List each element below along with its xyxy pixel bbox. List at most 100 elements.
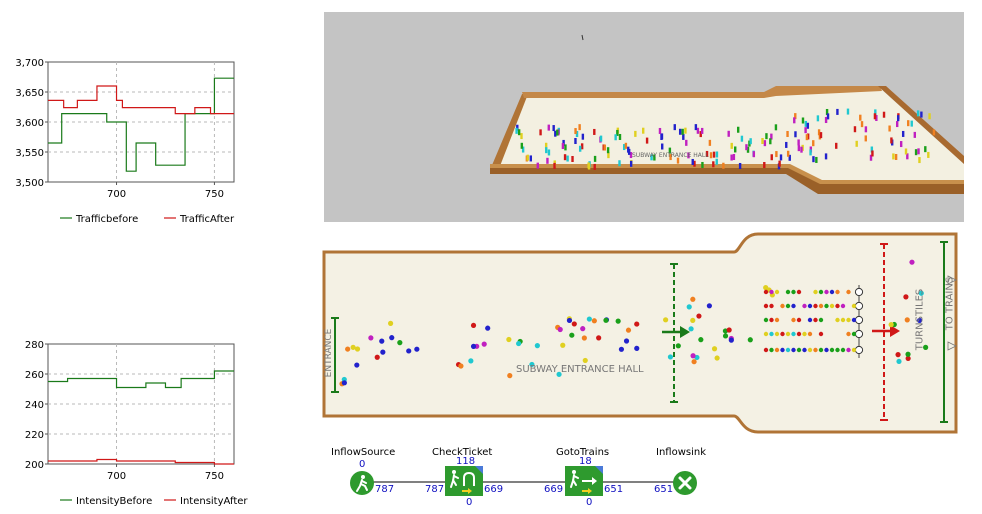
pedestrian-3d: [894, 153, 898, 160]
series-line-IntensityBefore: [48, 370, 234, 389]
y-tick-label: 240: [25, 400, 44, 411]
pedestrian-3d: [864, 135, 867, 142]
pedestrian: [706, 303, 712, 309]
pedestrian-3d: [699, 131, 702, 138]
pedestrian-3d: [896, 115, 900, 122]
pedestrian-3d: [709, 152, 713, 159]
block-inflowsink-name: Inflowsink: [656, 447, 706, 458]
pedestrian-3d: [660, 133, 663, 140]
turnstile: [854, 315, 864, 325]
pedestrian-3d: [712, 161, 715, 168]
block-gototrains-name: GotoTrains: [556, 447, 610, 458]
pedestrian-3d: [793, 117, 796, 124]
view-3d-panel[interactable]: SUBWAY ENTRANCE HALL: [324, 12, 964, 222]
pedestrian-3d: [691, 158, 694, 165]
pedestrian: [667, 354, 674, 360]
queued-pedestrian: [818, 317, 824, 323]
pedestrian: [580, 326, 586, 332]
pedestrian: [603, 317, 609, 323]
queued-pedestrian: [785, 347, 791, 353]
queued-pedestrian: [829, 289, 835, 295]
pedestrian-3d: [824, 117, 828, 124]
pedestrian: [711, 346, 718, 352]
pedestrian-3d: [642, 127, 645, 134]
queued-pedestrian: [835, 289, 840, 295]
intensity-chart: 200 220 240 260 280 700 750 IntensityBefore Inte…: [25, 340, 249, 507]
pedestrian-3d: [763, 140, 767, 147]
block-inflowsink[interactable]: [673, 471, 697, 495]
pedestrian: [506, 336, 512, 343]
block-inflowsource-out: 787: [375, 484, 395, 495]
turnstile: [854, 301, 864, 311]
block-gototrains-top: 18: [579, 456, 592, 467]
pedestrian-3d: [788, 154, 791, 161]
queued-pedestrian: [774, 331, 780, 337]
pedestrian: [529, 361, 535, 368]
queued-pedestrian: [763, 303, 769, 309]
queued-pedestrian: [807, 331, 813, 337]
pedestrian-3d: [715, 151, 719, 158]
pedestrian-3d: [732, 154, 736, 161]
pedestrian-3d: [556, 129, 559, 136]
pedestrian-3d: [547, 124, 550, 131]
pedestrian-3d: [809, 149, 812, 156]
pedestrian: [374, 354, 380, 360]
block-inflowsource-name: InflowSource: [331, 447, 396, 458]
pedestrian-3d: [920, 111, 923, 118]
pedestrian: [485, 325, 491, 331]
pedestrian-3d: [553, 162, 556, 169]
pedestrian-3d: [890, 137, 893, 144]
pedestrian-3d: [700, 127, 704, 134]
floor-plan-2d[interactable]: [322, 230, 962, 436]
pedestrian-3d: [516, 124, 519, 131]
pedestrian: [387, 320, 394, 326]
block-gototrains[interactable]: [565, 466, 603, 496]
pedestrian-3d: [819, 132, 823, 139]
pedestrian-3d: [910, 120, 913, 127]
pedestrian-3d: [913, 131, 917, 138]
pedestrian-3d: [786, 150, 790, 157]
queued-pedestrian: [813, 347, 818, 353]
x-tick-label: 700: [107, 471, 126, 482]
pedestrian: [696, 313, 702, 319]
block-checkticket[interactable]: [445, 466, 483, 496]
block-inflowsource[interactable]: [350, 471, 374, 495]
pedestrian: [714, 355, 720, 361]
pedestrian-3d: [669, 154, 672, 161]
pedestrian-3d: [769, 138, 772, 145]
pedestrian-3d: [544, 142, 548, 149]
pedestrian-3d: [580, 143, 584, 150]
pedestrian-3d: [653, 154, 656, 161]
pedestrian: [470, 322, 477, 329]
pedestrian-3d: [593, 155, 597, 162]
pedestrian: [556, 371, 562, 377]
pedestrian-3d: [745, 144, 748, 151]
pedestrian-3d: [624, 142, 628, 149]
pedestrian-3d: [578, 124, 581, 131]
pedestrian-3d: [529, 155, 533, 162]
pedestrian-3d: [805, 134, 809, 141]
pedestrian: [468, 358, 474, 364]
queued-pedestrian: [818, 331, 824, 337]
pedestrian-3d: [708, 139, 712, 146]
queued-pedestrian: [796, 289, 802, 295]
legend-label: Trafficbefore: [75, 214, 138, 225]
pedestrian: [582, 357, 588, 364]
pedestrian-3d: [517, 129, 521, 136]
pedestrian: [623, 338, 630, 344]
pedestrian-3d: [932, 129, 936, 136]
queued-pedestrian: [802, 303, 807, 309]
pedestrian: [458, 363, 464, 369]
pedestrian-3d: [749, 138, 752, 145]
pedestrian: [470, 343, 477, 349]
pedestrian: [909, 259, 915, 265]
y-tick-label: 3,600: [15, 118, 44, 129]
pedestrian: [560, 342, 566, 348]
pedestrian: [345, 346, 351, 352]
queued-pedestrian: [802, 347, 807, 353]
pedestrian-3d: [825, 108, 829, 115]
pedestrian: [534, 343, 540, 349]
pedestrian-3d: [616, 129, 619, 136]
pedestrian-3d: [785, 141, 788, 148]
queued-pedestrian: [818, 347, 824, 353]
